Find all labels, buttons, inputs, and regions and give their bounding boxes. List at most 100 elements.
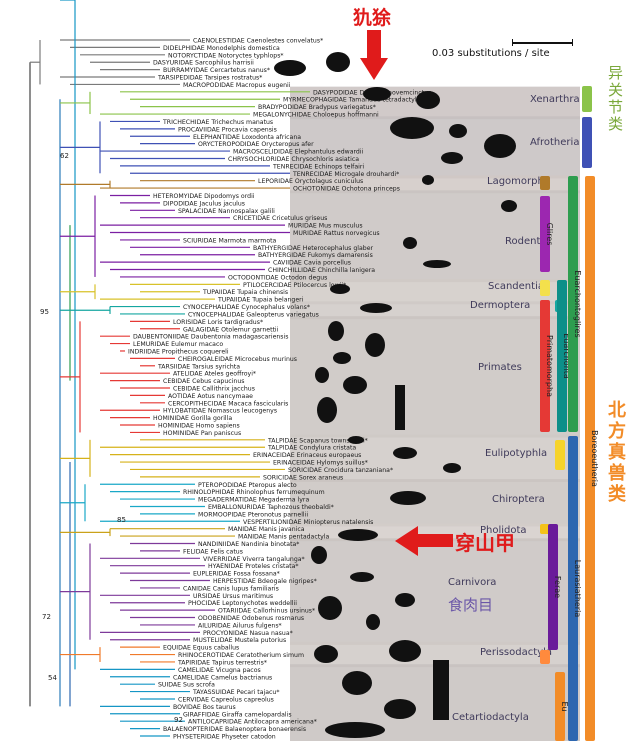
bracket-primatomorpha	[540, 300, 550, 432]
animal-silhouette	[389, 640, 421, 662]
clade-names: Xenarthra Afrotheria Lagomorpha Rodentia Sca…	[448, 94, 580, 723]
taxon-label: CHRYSOCHLORIDAE Chrysochloris asiatica	[228, 156, 359, 163]
pangolin-label: 穿山甲	[455, 531, 515, 555]
taxon-label: SORICIDAE Crocidura tanzaniana*	[288, 467, 393, 474]
taxon-label: BRADYPODIDAE Bradypus variegatus*	[258, 104, 376, 111]
taxon-label: TENRECIDAE Microgale drouhardi*	[292, 171, 399, 178]
bracket-label-primatomorpha: Primatomorpha	[545, 335, 554, 397]
taxon-label: AOTIDAE Aotus nancymaae	[168, 393, 253, 400]
animal-silhouette	[441, 152, 463, 164]
taxon-label: TALPIDAE Scapanus townsendii*	[267, 437, 368, 444]
clade-name-afrotheria: Afrotheria	[530, 137, 579, 148]
armadillo-arrow-head	[360, 58, 388, 80]
boreoeutheria-chinese-label: 北方真兽类	[605, 400, 626, 505]
bracket-label-glires: Glires	[545, 223, 554, 246]
taxon-label: DIPODIDAE Jaculus jaculus	[163, 200, 245, 207]
clade-band	[290, 434, 580, 483]
taxon-label: INDRIIDAE Propithecus coquereli	[128, 348, 229, 355]
clade-band	[290, 479, 580, 527]
taxon-label: SCIURIDAE Marmota marmota	[183, 237, 277, 244]
taxon-label: PROCAVIIDAE Procavia capensis	[178, 126, 277, 133]
taxon-label: ERINACEIDAE Hylomys suillus*	[273, 460, 368, 467]
taxon-label: BATHYERGIDAE Heterocephalus glaber	[253, 245, 374, 252]
taxon-label: ERINACEIDAE Erinaceus europaeus	[253, 452, 361, 459]
animal-silhouette	[395, 385, 405, 430]
scale-bar: 0.03 substitutions / site	[432, 39, 573, 59]
taxon-label: DAUBENTONIIDAE Daubentonia madagascarien…	[133, 334, 288, 341]
taxon-label: RHINOLOPHIDAE Rhinolophus ferrumequinum	[183, 489, 325, 496]
bootstrap-value: 95	[40, 308, 49, 316]
animal-silhouette	[330, 284, 350, 294]
animal-silhouette	[393, 447, 417, 459]
bootstrap-value: 72	[42, 613, 51, 621]
taxon-label: CAMELIDAE Vicugna pacos	[178, 667, 261, 674]
taxon-label: MURIDAE Rattus norvegicus	[293, 230, 380, 237]
taxon-label: MANIDAE Manis pentadactyla	[238, 534, 330, 541]
taxon-label: ODOBENIDAE Odobenus rosmarus	[198, 615, 304, 622]
bracket-perissodactyla	[540, 650, 550, 664]
taxon-label: PROCYONIDAE Nasua nasua*	[203, 630, 293, 637]
taxon-label: DASYURIDAE Sarcophilus harrisii	[153, 60, 254, 67]
animal-silhouette	[314, 645, 338, 663]
clade-name-primates: Primates	[478, 362, 522, 373]
taxon-label: FELIDAE Felis catus	[183, 548, 243, 555]
taxon-label: CRICETIDAE Cricetulus griseus	[233, 215, 327, 222]
animal-silhouette	[274, 60, 306, 76]
taxon-label: OCHOTONIDAE Ochotona princeps	[293, 186, 400, 193]
clade-brackets: Glires Primatomorpha EuarchontaEuarchontog…	[540, 86, 599, 741]
taxon-label: DIDELPHIDAE Monodelphis domestica	[163, 45, 280, 52]
taxon-label: BURRAMYIDAE Cercartetus nanus*	[163, 67, 270, 74]
taxon-label: CANIDAE Canis lupus familiaris	[183, 585, 279, 592]
taxon-label: TALPIDAE Condylura cristata	[267, 445, 356, 452]
bracket-xenarthra	[582, 86, 592, 112]
bracket-label-ferae: Ferae	[553, 576, 562, 598]
cap-left	[512, 39, 513, 46]
clade-band	[290, 175, 580, 194]
bracket-ferae	[548, 524, 558, 650]
taxon-label: AILURIDAE Ailurus fulgens*	[198, 622, 282, 629]
bracket-label-euarchontoglires: Euarchontoglires	[573, 270, 582, 337]
animal-silhouette	[365, 333, 385, 357]
animal-silhouette	[423, 260, 451, 268]
taxon-label: VIVERRIDAE Viverra tangalunga*	[203, 556, 305, 563]
taxon-label: PHYSETERIDAE Physeter catodon	[173, 734, 276, 741]
bootstrap-value: 54	[48, 674, 57, 682]
animal-silhouette	[366, 614, 380, 630]
taxon-label: SUIDAE Sus scrofa	[158, 682, 215, 689]
scale-bar-line	[512, 42, 572, 44]
afrotheria-xenarthra-chinese-label: 异关节类	[606, 65, 624, 133]
clade-name-lagomorpha: Lagomorpha	[487, 176, 550, 187]
animal-silhouette	[390, 491, 426, 505]
bootstrap-value: 62	[60, 152, 69, 160]
bracket-lagomorpha	[540, 176, 550, 190]
taxon-label: EMBALLONURIDAE Taphozous theobaldi*	[208, 504, 334, 511]
bracket-scandentia	[540, 280, 550, 296]
tree-branches	[29, 0, 310, 737]
bracket-afrotheria	[582, 117, 592, 168]
clade-name-chiroptera: Chiroptera	[492, 494, 545, 505]
taxon-label: ATELIDAE Ateles geoffroyi*	[173, 371, 256, 378]
taxon-label: HOMINIDAE Homo sapiens	[158, 423, 240, 430]
taxon-label: PHOCIDAE Leptonychotes weddellii	[188, 600, 297, 607]
animal-silhouette	[390, 117, 434, 139]
taxon-label: BATHYERGIDAE Fukomys damarensis	[258, 252, 373, 259]
taxon-label: CHINCHILLIDAE Chinchilla lanigera	[268, 267, 375, 274]
taxon-label: ELEPHANTIDAE Loxodonta africana	[193, 134, 301, 141]
animal-silhouette	[363, 87, 391, 101]
taxon-label: CERVIDAE Capreolus capreolus	[178, 696, 274, 703]
taxon-label: LEMURIDAE Eulemur macaco	[133, 341, 223, 348]
taxon-label: MYRMECOPHAGIDAE Tamandua tetradactyla*	[283, 97, 423, 104]
animal-silhouette	[317, 397, 337, 423]
red-arrows	[360, 30, 453, 556]
animal-silhouette	[416, 91, 440, 109]
animal-silhouette	[333, 352, 351, 364]
animal-silhouette	[433, 660, 449, 720]
animal-silhouette	[343, 376, 367, 394]
clade-name-xenarthra: Xenarthra	[530, 94, 580, 105]
clade-name-carnivora: Carnivora	[448, 577, 496, 588]
taxon-label: MEGALONYCHIDAE Choloepus hoffmanni	[253, 112, 379, 119]
taxon-label: HYAENIDAE Proteles cristata*	[208, 563, 299, 570]
clade-name-dermoptera: Dermoptera	[470, 300, 530, 311]
clade-name-rodentia: Rodentia	[505, 236, 549, 247]
